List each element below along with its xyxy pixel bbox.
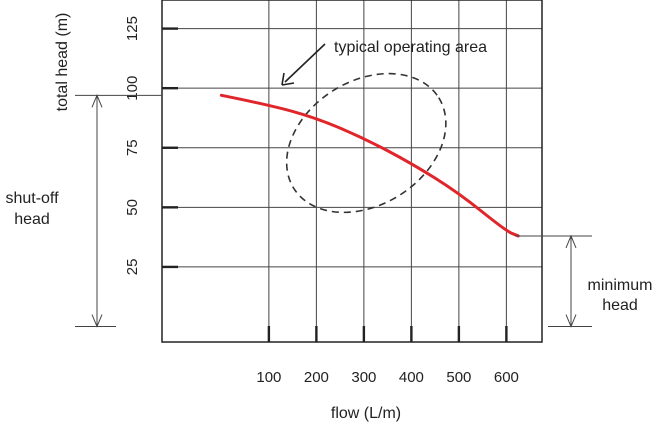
- operating-area-ellipse: [285, 72, 447, 214]
- minimum-head-label-line1: minimum: [588, 277, 653, 294]
- minimum-head-arrow-down-icon: [565, 314, 577, 328]
- x-tick-label: 400: [399, 369, 424, 386]
- shut-off-label-line1: shut-off: [5, 190, 59, 207]
- shut-off-label-line2: head: [14, 211, 50, 228]
- y-tick-label: 100: [124, 76, 141, 101]
- minimum-head-label-line2: head: [602, 297, 638, 314]
- grid: [162, 0, 542, 342]
- y-axis-title: total head (m): [54, 13, 71, 112]
- x-ticks: 100 200 300 400 500 600: [256, 326, 519, 386]
- y-tick-label: 75: [124, 139, 141, 156]
- annotation-arrow-head-icon: [281, 72, 295, 86]
- x-tick-label: 500: [446, 369, 471, 386]
- pump-curve: [219, 93, 520, 238]
- y-tick-label: 25: [124, 259, 141, 276]
- y-ticks: 25 50 75 100 125: [124, 16, 178, 275]
- shut-off-arrow-up-icon: [91, 94, 103, 108]
- annotation-operating-area: typical operating area: [334, 39, 487, 56]
- annotation-arrow-shaft: [284, 43, 326, 83]
- plot-frame: [161, 0, 543, 343]
- x-axis-title: flow (L/m): [331, 405, 401, 422]
- x-tick-label: 100: [256, 369, 281, 386]
- x-tick-label: 600: [494, 369, 519, 386]
- y-tick-label: 125: [124, 16, 141, 41]
- x-tick-label: 300: [351, 369, 376, 386]
- minimum-head-arrow-up-icon: [565, 234, 577, 249]
- shut-off-arrow-down-icon: [91, 314, 103, 328]
- y-tick-label: 50: [124, 199, 141, 216]
- x-tick-label: 200: [304, 369, 329, 386]
